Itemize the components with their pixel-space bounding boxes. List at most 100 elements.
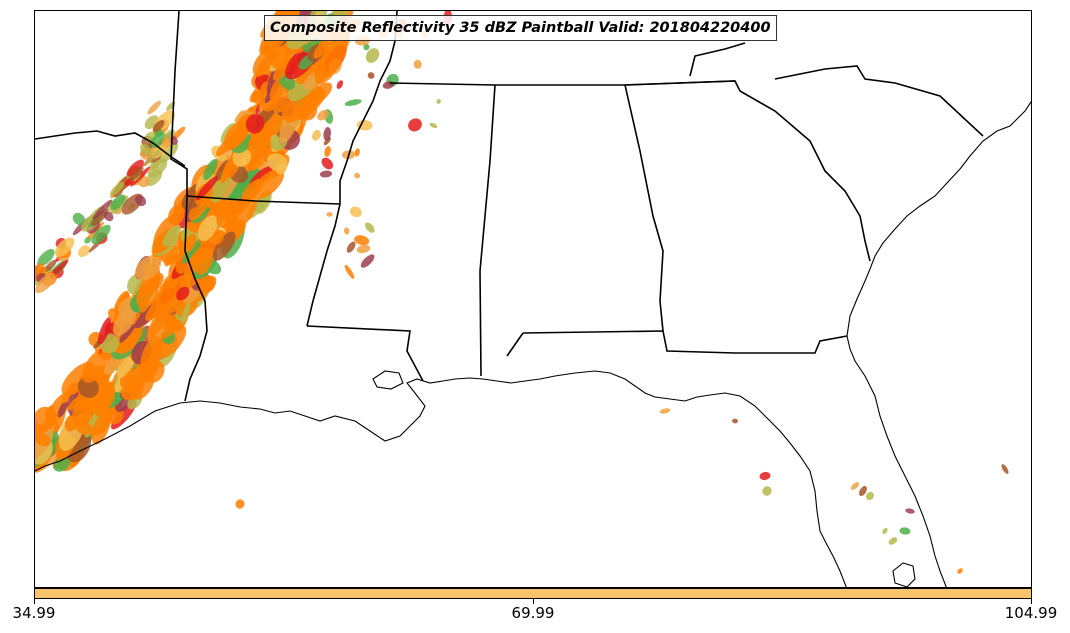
reflectivity-blob [44, 259, 57, 272]
reflectivity-blob [183, 234, 196, 253]
reflectivity-blob [319, 170, 333, 178]
lake-pontchartrain [372, 370, 404, 390]
reflectivity-blob [54, 237, 75, 257]
reflectivity-blob [235, 499, 245, 509]
reflectivity-blob [35, 266, 47, 282]
reflectivity-blob [363, 43, 370, 51]
reflectivity-blob [888, 537, 898, 545]
reflectivity-blob [197, 215, 218, 242]
reflectivity-blob [44, 405, 55, 419]
reflectivity-blob [266, 153, 288, 172]
reflectivity-blob [143, 147, 162, 167]
reflectivity-blob [343, 227, 350, 235]
reflectivity-blob [37, 249, 55, 267]
reflectivity-blob [346, 241, 356, 253]
reflectivity-blob [158, 316, 180, 340]
reflectivity-blob [49, 259, 69, 279]
reflectivity-blob [89, 376, 110, 408]
reflectivity-blob [100, 391, 115, 412]
reflectivity-blob [905, 508, 915, 514]
reflectivity-blob [136, 267, 160, 307]
reflectivity-blob [759, 471, 771, 481]
reflectivity-blob [77, 245, 91, 258]
reflectivity-paintball-layer [35, 11, 1009, 574]
reflectivity-blob [230, 195, 258, 229]
reflectivity-blob [317, 109, 330, 121]
reflectivity-blob [859, 485, 867, 497]
reflectivity-blob [349, 206, 362, 218]
reflectivity-blob [57, 401, 68, 418]
lake-okeechobee [892, 562, 916, 587]
reflectivity-blob [429, 122, 438, 129]
reflectivity-blob [72, 212, 86, 226]
reflectivity-blob [84, 236, 92, 244]
reflectivity-blob [344, 264, 355, 279]
reflectivity-blob [354, 172, 361, 179]
reflectivity-blob [126, 159, 144, 177]
reflectivity-blob [365, 48, 380, 63]
reflectivity-blob [109, 182, 125, 197]
reflectivity-blob [152, 120, 165, 132]
reflectivity-blob [77, 376, 99, 398]
reflectivity-blob [413, 59, 422, 69]
colorbar-tick [533, 599, 534, 604]
reflectivity-blob [91, 410, 111, 445]
colorbar-tick-label: 69.99 [511, 604, 555, 622]
colorbar-tick [1031, 599, 1032, 604]
reflectivity-blob [281, 103, 301, 123]
map-title: Composite Reflectivity 35 dBZ Paintball … [264, 15, 777, 41]
reflectivity-blob [367, 72, 375, 79]
reflectivity-blob [213, 203, 227, 217]
reflectivity-blob [92, 199, 113, 220]
reflectivity-blob [35, 263, 44, 277]
reflectivity-blob [762, 486, 772, 496]
reflectivity-blob [1001, 464, 1009, 474]
reflectivity-blob [162, 224, 181, 247]
reflectivity-blob [899, 527, 911, 535]
reflectivity-blob [436, 99, 441, 104]
reflectivity-blob [323, 137, 331, 146]
reflectivity-blob [183, 247, 205, 280]
reflectivity-blob [195, 176, 218, 201]
reflectivity-blob [252, 168, 285, 200]
state-borders [35, 11, 984, 402]
reflectivity-blob [365, 222, 375, 233]
colorbar-tick-label: 34.99 [12, 604, 56, 622]
reflectivity-blob [67, 395, 84, 411]
map-panel [34, 10, 1032, 588]
reflectivity-blob [135, 255, 161, 281]
reflectivity-blob [134, 195, 147, 207]
reflectivity-blob [356, 244, 371, 254]
colorbar-tick-label: 104.99 [1004, 604, 1058, 622]
reflectivity-blob [321, 157, 334, 170]
reflectivity-blob [180, 302, 191, 325]
reflectivity-blob [850, 482, 860, 490]
reflectivity-blob [147, 100, 161, 115]
reflectivity-blob [91, 224, 111, 245]
reflectivity-blob [336, 80, 344, 89]
colorbar [34, 588, 1032, 599]
reflectivity-blob [103, 211, 114, 222]
reflectivity-blob [957, 568, 963, 574]
reflectivity-blob [245, 113, 265, 134]
reflectivity-blob [156, 142, 179, 164]
reflectivity-blob [197, 281, 213, 302]
reflectivity-blob [882, 528, 888, 534]
reflectivity-blob [323, 127, 331, 141]
reflectivity-blob [320, 38, 348, 77]
reflectivity-blob [252, 49, 274, 77]
reflectivity-blob [360, 254, 375, 268]
reflectivity-blob [156, 277, 178, 316]
reflectivity-blob [356, 119, 373, 131]
reflectivity-blob [140, 143, 152, 156]
reflectivity-blob [35, 272, 56, 294]
reflectivity-blob [344, 99, 362, 106]
atlantic-coastline [846, 101, 1031, 587]
gulf-coastline [35, 370, 847, 587]
reflectivity-map [35, 11, 1031, 587]
reflectivity-blob [35, 432, 51, 447]
reflectivity-blob [140, 335, 163, 375]
reflectivity-blob [326, 212, 333, 217]
reflectivity-blob [130, 166, 151, 187]
